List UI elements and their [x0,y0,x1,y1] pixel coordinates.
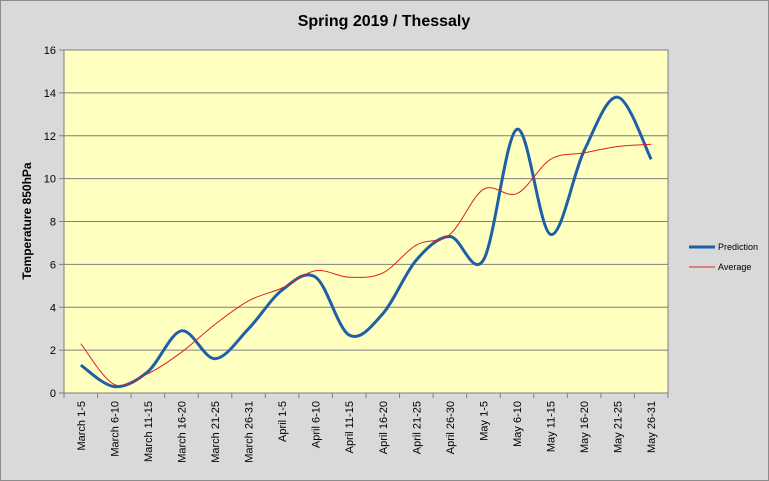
x-tick-label: May 1-5 [478,401,490,441]
legend: Prediction Average [689,242,758,272]
x-tick-label: March 16-20 [176,401,188,463]
x-tick-label: March 21-25 [210,401,222,463]
x-tick-label: April 16-20 [378,401,390,454]
y-tick-label: 16 [44,45,56,57]
y-axis-ticks: 0 2 4 6 8 10 12 14 16 [44,45,64,400]
chart-title: Spring 2019 / Thessaly [298,13,471,30]
x-tick-label: March 26-31 [244,401,256,463]
x-tick-label: March 6-10 [109,401,121,457]
y-tick-label: 6 [50,259,56,271]
x-tick-label: May 6-10 [512,401,524,447]
y-tick-label: 14 [44,88,56,100]
x-tick-label: May 11-15 [546,401,558,452]
x-tick-label: April 26-30 [445,401,457,454]
y-axis-label: Temperature 850hPa [20,162,34,279]
y-tick-label: 0 [50,388,56,400]
x-tick-label: March 1-5 [76,401,88,451]
y-tick-label: 2 [50,345,56,357]
y-tick-label: 10 [44,174,56,186]
x-tick-label: May 16-20 [579,401,591,453]
x-tick-label: March 11-15 [143,401,155,462]
series-lines [79,95,653,389]
series-line-average [80,143,652,387]
legend-label-prediction: Prediction [718,242,758,252]
y-tick-label: 8 [50,217,56,229]
legend-label-average: Average [718,262,751,272]
x-tick-label: April 1-5 [277,401,289,442]
x-axis-ticks: March 1-5 March 6-10 March 11-15 March 16-2… [63,393,669,463]
y-tick-label: 4 [50,302,56,314]
grid-lines [64,92,668,351]
x-tick-label: April 11-15 [344,401,356,453]
x-tick-label: April 21-25 [411,401,423,454]
x-tick-label: April 6-10 [311,401,323,448]
y-tick-label: 12 [44,131,56,143]
x-tick-label: May 26-31 [646,401,658,453]
x-tick-label: May 21-25 [613,401,625,453]
series-line-prediction [79,95,653,389]
